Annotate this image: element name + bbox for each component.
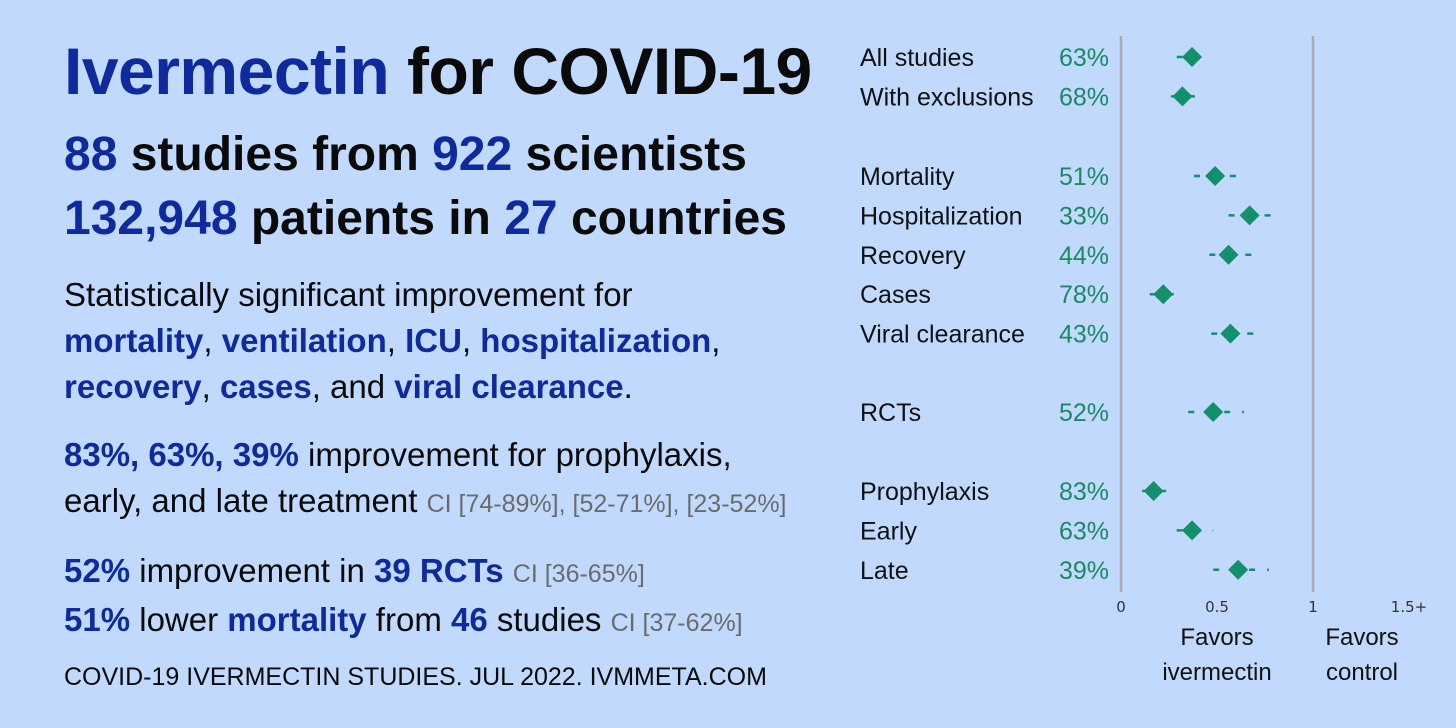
rct-count: 39 RCTs — [374, 552, 504, 589]
effect-marker — [1172, 86, 1193, 107]
favors-control-label: control — [1326, 659, 1398, 686]
patients-text: patients in — [237, 192, 505, 245]
row-label: Prophylaxis — [860, 478, 989, 506]
row-pct: 78% — [1059, 281, 1109, 309]
row-pct: 63% — [1059, 517, 1109, 545]
countries-count: 27 — [504, 192, 558, 245]
mortality-ci: CI [37-62%] — [610, 609, 743, 637]
row-pct: 39% — [1059, 557, 1109, 585]
mortality-text3: studies — [487, 601, 611, 638]
row-label: With exclusions — [860, 83, 1034, 111]
effect-marker — [1239, 205, 1260, 226]
row-label: Early — [860, 517, 917, 545]
mortality-text2: from — [366, 601, 451, 638]
outcome-ventilation: ventilation — [221, 322, 387, 359]
x-tick-label: 0 — [1116, 598, 1126, 616]
row-pct: 83% — [1059, 478, 1109, 506]
outcome-sep: , — [461, 322, 481, 359]
studies-line: 88 studies from 922 scientists — [64, 126, 747, 184]
significance-paragraph: Statistically significant improvement fo… — [64, 272, 834, 410]
row-pct: 52% — [1059, 399, 1109, 427]
countries-text: countries — [557, 192, 787, 245]
patients-count: 132,948 — [64, 192, 238, 245]
outcome-viral-clearance: viral clearance — [394, 368, 624, 405]
row-label: Recovery — [860, 242, 966, 270]
x-tick-label: 1.5+ — [1391, 598, 1427, 616]
significance-intro: Statistically significant improvement fo… — [64, 276, 633, 313]
outcome-sep: , — [711, 322, 721, 359]
outcome-sep: , — [201, 368, 220, 405]
scientists-text: scientists — [512, 128, 747, 181]
row-label: Late — [860, 557, 909, 585]
effect-marker — [1220, 323, 1241, 344]
treatment-text1: improvement for prophylaxis, — [298, 436, 732, 473]
significance-end: . — [623, 368, 633, 405]
effect-marker — [1218, 244, 1239, 265]
rct-pct: 52% — [64, 552, 131, 589]
mortality-pct: 51% — [64, 601, 131, 638]
outcome-hospitalization: hospitalization — [480, 322, 712, 359]
x-tick-label: 1 — [1308, 598, 1318, 616]
row-label: Mortality — [860, 163, 955, 191]
row-pct: 43% — [1059, 321, 1109, 349]
treatment-text2: early, and late treatment — [64, 482, 427, 519]
row-pct: 44% — [1059, 242, 1109, 270]
studies-text: studies from — [117, 128, 433, 181]
studies-count: 88 — [64, 128, 118, 181]
row-pct: 63% — [1059, 44, 1109, 72]
mortality-count: 46 — [450, 601, 488, 638]
row-pct: 33% — [1059, 202, 1109, 230]
mortality-word: mortality — [227, 601, 367, 638]
row-label: All studies — [860, 44, 974, 72]
row-label: Viral clearance — [860, 321, 1025, 349]
treatment-paragraph: 83%, 63%, 39% improvement for prophylaxi… — [64, 432, 844, 527]
effect-marker — [1143, 481, 1164, 501]
effect-marker — [1203, 402, 1224, 422]
effect-marker — [1182, 47, 1203, 67]
treatment-ci: CI [74-89%], [52-71%], [23-52%] — [426, 490, 787, 518]
mortality-text1: lower — [130, 601, 228, 638]
scientists-count: 922 — [432, 128, 513, 181]
outcome-and: , and — [311, 368, 395, 405]
footer-source: COVID-19 IVERMECTIN STUDIES. JUL 2022. I… — [64, 663, 767, 691]
outcome-sep: , — [203, 322, 222, 359]
row-label: Cases — [860, 281, 931, 309]
title-highlight: Ivermectin — [64, 34, 390, 108]
outcome-recovery: recovery — [64, 368, 202, 405]
effect-marker — [1205, 166, 1226, 186]
favors-ivermectin-label: ivermectin — [1162, 659, 1271, 686]
effect-marker — [1228, 559, 1249, 580]
rct-paragraph: 52% improvement in 39 RCTs CI [36-65%] 51… — [64, 548, 844, 646]
outcome-icu: ICU — [405, 322, 462, 359]
page-title: Ivermectin for COVID-19 — [64, 34, 812, 108]
outcome-cases: cases — [219, 368, 312, 405]
favors-control-label: Favors — [1325, 624, 1398, 651]
favors-ivermectin-label: Favors — [1180, 624, 1253, 651]
effect-marker — [1153, 284, 1174, 305]
row-label: RCTs — [860, 399, 921, 427]
row-pct: 51% — [1059, 163, 1109, 191]
effect-marker — [1182, 520, 1203, 541]
patients-line: 132,948 patients in 27 countries — [64, 190, 787, 248]
outcome-sep: , — [386, 322, 406, 359]
outcome-mortality: mortality — [64, 322, 204, 359]
treatment-values: 83%, 63%, 39% — [64, 436, 299, 473]
row-label: Hospitalization — [860, 202, 1023, 230]
title-rest: for COVID-19 — [389, 34, 812, 108]
rct-text: improvement in — [130, 552, 374, 589]
rct-ci: CI [36-65%] — [512, 560, 645, 588]
x-tick-label: 0.5 — [1205, 598, 1229, 616]
row-pct: 68% — [1059, 83, 1109, 111]
